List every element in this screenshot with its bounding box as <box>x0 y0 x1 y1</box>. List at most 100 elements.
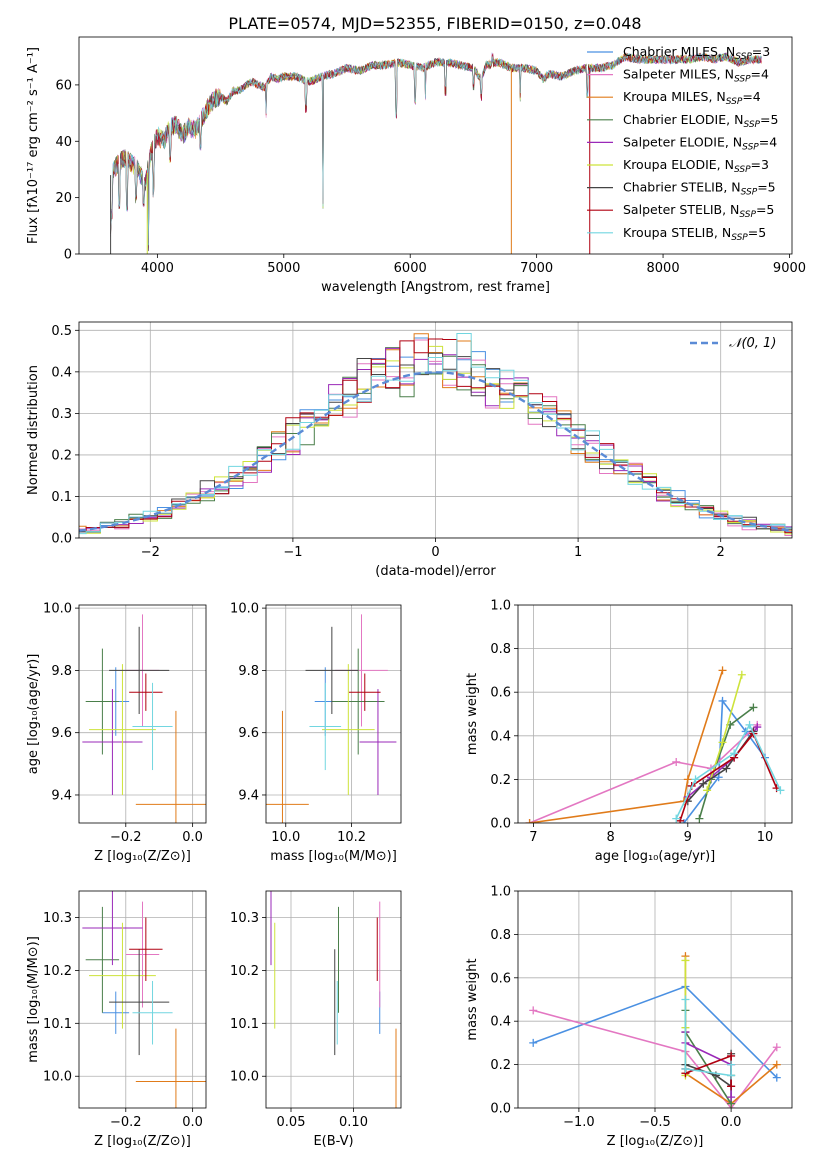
y-tick-label: 0.2 <box>51 448 72 463</box>
legend-label: Kroupa ELODIE, NSSP=3 <box>623 157 769 175</box>
panel-age-vs-mass: 10.0 10.2 9.4 9.6 9.8 10.0 mass [log₁₀(M/M⊙)] <box>230 602 402 864</box>
weight-marker <box>672 757 681 766</box>
y-tick-label: 0.4 <box>490 1015 511 1030</box>
weight-marker <box>737 670 746 679</box>
weight-marker <box>718 666 727 675</box>
x-axis-label: E(B-V) <box>313 1134 353 1149</box>
x-axis-label: wavelength [Angstrom, rest frame] <box>321 280 550 295</box>
x-tick-label: 0.0 <box>721 1115 742 1130</box>
x-tick-label: 8 <box>606 830 614 845</box>
weight-line-chabrier-miles <box>683 698 766 823</box>
axes-frame <box>517 890 793 1109</box>
weight-marker <box>745 720 754 729</box>
legend-label: Chabrier ELODIE, NSSP=5 <box>623 112 778 130</box>
legend-label: Chabrier STELIB, NSSP=5 <box>623 180 776 198</box>
panel-residual-histogram: −2 −1 0 1 2 0.0 0.1 0.2 0.3 0.4 0.5 (data-model)/er… <box>26 321 793 579</box>
weight-marker <box>681 995 690 1004</box>
panel-weight-vs-age: 7 8 9 10 0.0 0.2 0.4 0.6 0.8 1.0 age [log₁₀(age/yr… <box>465 599 793 864</box>
y-tick-label: 40 <box>55 135 72 150</box>
legend-label: Kroupa STELIB, NSSP=5 <box>623 225 766 243</box>
weight-marker <box>727 1051 736 1060</box>
y-tick-label: 0.0 <box>490 1102 511 1117</box>
x-axis-label: Z [log₁₀(Z/Z⊙)] <box>94 1134 191 1149</box>
y-tick-label: 10.2 <box>43 964 72 979</box>
axes-frame <box>265 890 402 1109</box>
weight-marker <box>718 738 727 747</box>
y-tick-label: 0.6 <box>490 686 511 701</box>
axes-frame <box>78 36 793 255</box>
y-tick-label: 10.0 <box>230 1070 259 1085</box>
y-tick-label: 0.8 <box>490 642 511 657</box>
legend-label: Chabrier MILES, NSSP=3 <box>623 44 770 62</box>
panel-weight-vs-Z: −1.0 −0.5 0.0 0.0 0.2 0.4 0.6 0.8 1.0 Z [log₁₀(Z/… <box>465 885 793 1149</box>
y-tick-label: 10.3 <box>43 911 72 926</box>
y-tick-label: 9.4 <box>238 788 259 803</box>
weight-marker <box>727 1093 736 1102</box>
y-tick-label: 9.8 <box>238 664 259 679</box>
y-tick-label: 0.0 <box>51 532 72 547</box>
x-tick-label: 2 <box>717 545 725 560</box>
legend: 𝒩(0, 1) <box>690 336 776 351</box>
y-tick-label: 0.4 <box>51 365 72 380</box>
x-tick-label: 6000 <box>394 261 427 276</box>
spectrum-kroupa-stelib <box>110 52 762 246</box>
panel-spectrum: 4000 5000 6000 7000 8000 9000 0 20 40 60 wavelengt… <box>26 36 806 295</box>
y-axis-label: mass weight <box>465 958 480 1040</box>
legend-label: Salpeter ELODIE, NSSP=4 <box>623 134 777 152</box>
weight-marker <box>749 703 758 712</box>
y-axis-label: mass weight <box>465 673 480 755</box>
x-axis-label: mass [log₁₀(M/M⊙)] <box>270 849 397 864</box>
y-axis-label: Normed distribution <box>26 365 41 495</box>
plot-area <box>518 605 792 823</box>
x-tick-label: 0 <box>431 545 439 560</box>
weight-marker <box>672 814 681 823</box>
histogram-kroupa-stelib <box>79 333 792 535</box>
x-tick-label: −2 <box>141 545 160 560</box>
weight-line-kroupa-stelib <box>684 999 732 1077</box>
x-tick-label: 1 <box>574 545 582 560</box>
y-tick-label: 0.6 <box>490 971 511 986</box>
plot-area <box>79 891 206 1108</box>
panel-mass-vs-Z: −0.2 0.0 10.0 10.1 10.2 10.3 Z [log₁₀(Z/Z⊙)] ma… <box>26 890 207 1149</box>
y-tick-label: 10.1 <box>230 1017 259 1032</box>
weight-marker <box>776 786 785 795</box>
x-tick-label: 0.0 <box>182 830 203 845</box>
y-tick-label: 9.4 <box>51 788 72 803</box>
legend-label: Kroupa MILES, NSSP=4 <box>623 89 761 107</box>
legend: Chabrier MILES, NSSP=3 Salpeter MILES, NS… <box>587 44 778 243</box>
weight-marker <box>681 1064 690 1073</box>
x-tick-label: −1.0 <box>563 1115 595 1130</box>
y-tick-label: 10.0 <box>43 602 72 617</box>
weight-marker <box>772 1060 781 1069</box>
weight-marker <box>714 773 723 782</box>
axes-frame <box>517 604 793 824</box>
y-tick-label: 9.6 <box>51 726 72 741</box>
weight-marker <box>718 696 727 705</box>
plot-area <box>79 605 206 823</box>
x-tick-label: 5000 <box>267 261 300 276</box>
y-tick-label: 10.1 <box>43 1017 72 1032</box>
y-tick-label: 9.8 <box>51 664 72 679</box>
weight-marker <box>727 1071 736 1080</box>
y-tick-label: 20 <box>55 191 72 206</box>
weight-marker <box>529 1038 538 1047</box>
y-tick-label: 1.0 <box>490 885 511 900</box>
x-tick-label: 9 <box>684 830 692 845</box>
axes-frame <box>265 604 402 824</box>
x-tick-label: 7 <box>529 830 537 845</box>
x-tick-label: 4000 <box>141 261 174 276</box>
spectrum-kroupa-miles <box>110 52 762 249</box>
y-tick-label: 0.2 <box>490 1058 511 1073</box>
y-tick-label: 0.8 <box>490 928 511 943</box>
axes-frame <box>78 321 793 539</box>
weight-line-salpeter-miles <box>529 724 758 823</box>
x-tick-label: 10 <box>757 830 774 845</box>
weight-marker <box>772 1043 781 1052</box>
weight-line-chabrier-elodie <box>698 706 754 819</box>
weight-marker <box>727 1082 736 1091</box>
spectrum-chabrier-stelib <box>110 52 762 252</box>
y-tick-label: 0 <box>64 248 72 263</box>
plot-area <box>518 891 792 1108</box>
weight-marker <box>695 814 704 823</box>
